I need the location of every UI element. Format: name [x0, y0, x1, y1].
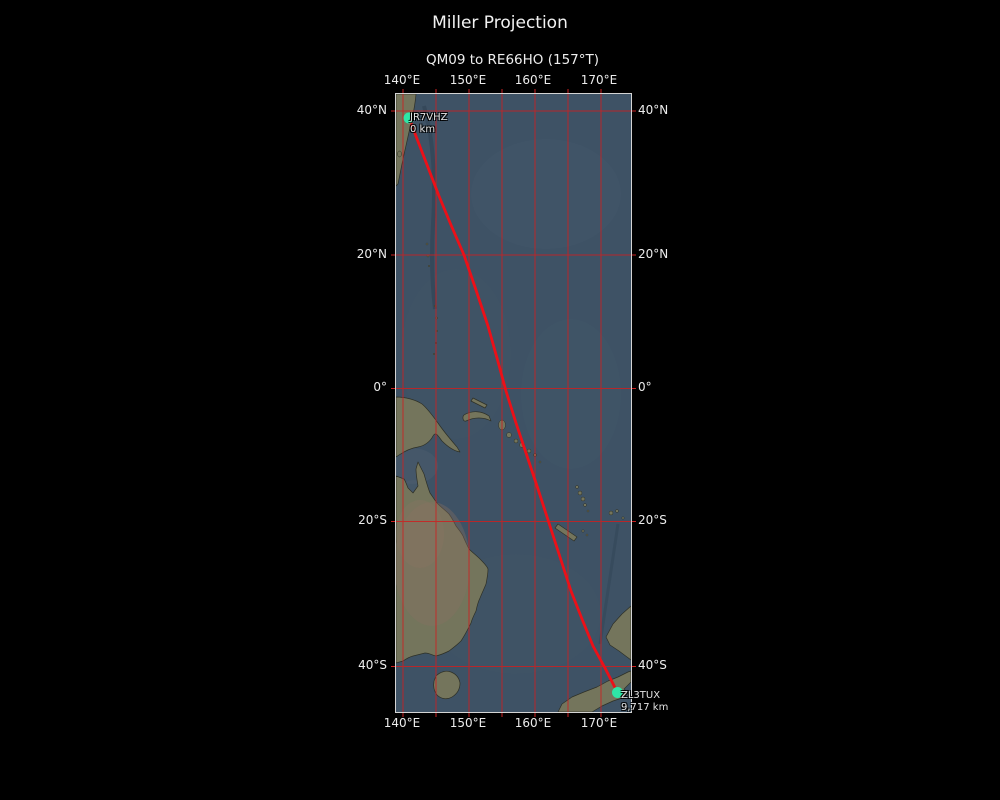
start-distance: 0 km	[410, 123, 436, 135]
landmass-new-guinea	[396, 396, 461, 458]
axis-ticks	[391, 89, 636, 717]
map-subtitle: QM09 to RE66HO (157°T)	[425, 52, 600, 68]
australia-interior-shading	[396, 502, 470, 626]
end-marker	[612, 687, 623, 698]
lon-label-top-160e: 160°E	[514, 73, 552, 87]
island-new-britain	[462, 411, 492, 422]
island-sado	[397, 150, 402, 158]
landmasses	[396, 94, 631, 712]
lon-label-bottom-140e: 140°E	[383, 716, 421, 730]
lon-label-bottom-160e: 160°E	[514, 716, 552, 730]
island-chain-vanuatu	[575, 485, 590, 513]
great-circle-path	[407, 116, 619, 694]
lat-label-left-0: 0°	[373, 380, 387, 394]
end-callsign: ZL3TUX	[621, 690, 661, 701]
lon-label-top-170e: 170°E	[580, 73, 618, 87]
lat-label-right-40n: 40°N	[638, 103, 669, 117]
lat-label-right-20s: 20°S	[638, 513, 667, 527]
lat-label-left-20n: 20°N	[356, 247, 387, 261]
end-marker-label: ZL3TUX 9,717 km	[621, 690, 668, 713]
landmass-australia	[396, 461, 489, 664]
graticule	[396, 94, 631, 712]
map-canvas	[391, 89, 636, 717]
landmass-new-zealand-north	[605, 605, 631, 661]
lat-label-left-40n: 40°N	[356, 103, 387, 117]
lat-label-right-0: 0°	[638, 380, 652, 394]
island-chain-fiji	[608, 509, 625, 520]
island-chain-loyalty	[581, 529, 589, 537]
lon-label-bottom-150e: 150°E	[449, 716, 487, 730]
start-marker-label: JR7VHZ 0 km	[410, 112, 447, 135]
lon-label-top-140e: 140°E	[383, 73, 421, 87]
australia-interior-shading-2	[396, 500, 444, 568]
map-plot-area	[391, 89, 636, 717]
end-distance: 9,717 km	[621, 701, 669, 713]
lat-label-left-40s: 40°S	[358, 658, 387, 672]
island-new-caledonia	[554, 523, 578, 542]
figure-title: Miller Projection	[432, 13, 568, 33]
japan-trench-shading	[422, 105, 437, 310]
start-marker	[403, 112, 415, 124]
island-new-ireland	[470, 397, 488, 409]
lat-label-left-20s: 20°S	[358, 513, 387, 527]
kermadec-trench-shading	[598, 523, 620, 645]
lon-label-bottom-170e: 170°E	[580, 716, 618, 730]
lon-label-top-150e: 150°E	[449, 73, 487, 87]
lat-label-right-20n: 20°N	[638, 247, 669, 261]
lat-label-right-40s: 40°S	[638, 658, 667, 672]
start-callsign: JR7VHZ	[410, 112, 448, 123]
